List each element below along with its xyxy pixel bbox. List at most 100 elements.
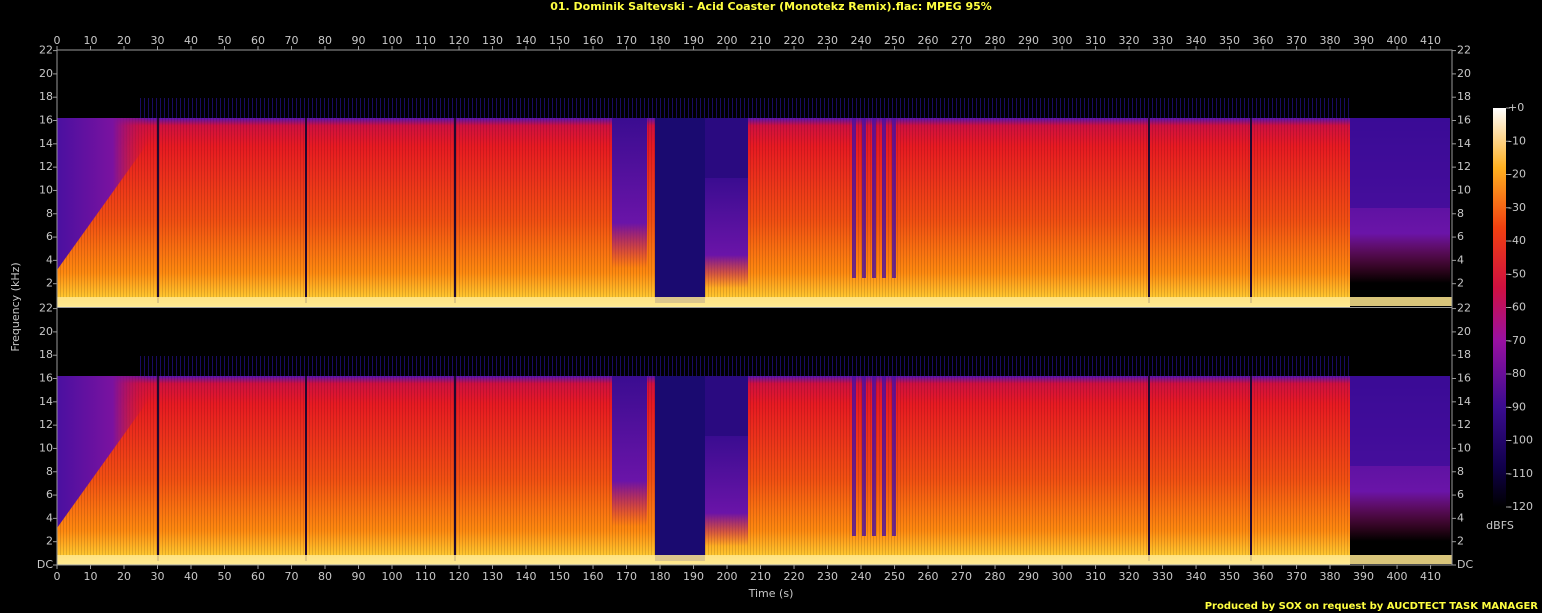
y-tick-label: 4 — [46, 253, 53, 266]
y-tick-label: 22 — [39, 302, 53, 315]
intro-fade — [57, 376, 150, 528]
x-tick-label: 310 — [1085, 570, 1106, 583]
colorbar-tick-label: -30 — [1508, 201, 1526, 214]
colorbar-tick-label: -10 — [1508, 134, 1526, 147]
x-tick-label: 190 — [683, 34, 704, 47]
y-axis-label: Frequency (kHz) — [9, 262, 22, 351]
hf-spikes — [140, 98, 1350, 120]
spectrogram — [57, 50, 1452, 565]
x-tick-label: 130 — [482, 570, 503, 583]
y-tick-label: 2 — [46, 535, 53, 548]
outro-dark — [1350, 118, 1450, 208]
x-tick-label: 180 — [650, 34, 671, 47]
x-tick-label: 310 — [1085, 34, 1106, 47]
x-tick-label: 370 — [1286, 34, 1307, 47]
y-tick-label: 12 — [39, 160, 53, 173]
x-tick-label: 340 — [1186, 34, 1207, 47]
cut-line — [305, 376, 307, 561]
y-tick-label: 22 — [1457, 302, 1471, 315]
break-mid2 — [705, 436, 748, 546]
x-tick-label: 30 — [151, 570, 165, 583]
channel-spectrogram — [57, 308, 1452, 565]
y-tick-label: 12 — [39, 418, 53, 431]
x-tick-label: 50 — [218, 34, 232, 47]
black-top — [57, 308, 1452, 356]
colorbar-label: dBFS — [1486, 519, 1514, 532]
y-tick-label: 10 — [1457, 183, 1471, 196]
y-tick-label: 2 — [1457, 277, 1464, 290]
x-tick-label: 220 — [784, 34, 805, 47]
x-tick-label: 10 — [84, 570, 98, 583]
x-tick-label: 150 — [549, 34, 570, 47]
y-tick-label: 20 — [1457, 325, 1471, 338]
x-tick-label: 370 — [1286, 570, 1307, 583]
y-tick-label: 6 — [46, 488, 53, 501]
x-tick-label: 400 — [1387, 34, 1408, 47]
x-tick-label: 190 — [683, 570, 704, 583]
break-low — [612, 376, 647, 526]
y-tick-label: 8 — [1457, 207, 1464, 220]
x-tick-label: 230 — [817, 570, 838, 583]
x-tick-label: 20 — [117, 570, 131, 583]
low-band — [57, 555, 1452, 564]
break-mid2 — [705, 178, 748, 288]
cut-line — [305, 118, 307, 303]
gap-stripe — [852, 118, 856, 278]
y-tick-label: 6 — [46, 230, 53, 243]
x-tick-label: 200 — [717, 570, 738, 583]
y-tick-label: 20 — [39, 325, 53, 338]
break-mid — [705, 118, 748, 178]
x-tick-label: 330 — [1152, 34, 1173, 47]
y-tick-label: 8 — [1457, 465, 1464, 478]
x-tick-label: 410 — [1420, 570, 1441, 583]
x-tick-label: 320 — [1119, 570, 1140, 583]
y-tick-label: 8 — [46, 465, 53, 478]
y-tick-label: 22 — [1457, 44, 1471, 57]
x-tick-label: 300 — [1052, 34, 1073, 47]
x-tick-label: 380 — [1320, 570, 1341, 583]
x-tick-label: 110 — [415, 34, 436, 47]
x-tick-label: 100 — [382, 34, 403, 47]
y-tick-label: 6 — [1457, 230, 1464, 243]
x-tick-label: 150 — [549, 570, 570, 583]
colorbar-tick-label: -90 — [1508, 400, 1526, 413]
x-tick-label: 400 — [1387, 570, 1408, 583]
black-top — [57, 50, 1452, 98]
colorbar-tick-label: -50 — [1508, 267, 1526, 280]
colorbar — [1493, 108, 1506, 507]
y-tick-label: 8 — [46, 207, 53, 220]
y-tick-label: 2 — [1457, 535, 1464, 548]
x-tick-label: 220 — [784, 570, 805, 583]
x-tick-label: 280 — [985, 34, 1006, 47]
x-tick-label: 210 — [750, 34, 771, 47]
x-tick-label: 10 — [84, 34, 98, 47]
x-tick-label: 110 — [415, 570, 436, 583]
y-tick-label: 18 — [1457, 348, 1471, 361]
y-tick-label: 12 — [1457, 160, 1471, 173]
x-tick-label: 260 — [918, 570, 939, 583]
x-tick-label: 80 — [318, 570, 332, 583]
cut-line — [1148, 118, 1150, 303]
x-tick-label: 140 — [516, 34, 537, 47]
x-tick-label: 60 — [251, 34, 265, 47]
cut-line — [454, 376, 456, 561]
x-tick-label: 340 — [1186, 570, 1207, 583]
x-tick-label: 100 — [382, 570, 403, 583]
colorbar-tick-label: -60 — [1508, 301, 1526, 314]
x-tick-label: 160 — [583, 570, 604, 583]
footer: Produced by SOX on request by AUCDTECT T… — [1205, 601, 1539, 612]
x-tick-label: 210 — [750, 570, 771, 583]
y-tick-label: 14 — [1457, 395, 1471, 408]
x-tick-label: 280 — [985, 570, 1006, 583]
x-tick-label: 320 — [1119, 34, 1140, 47]
x-tick-label: 0 — [54, 570, 61, 583]
cut-line — [1148, 376, 1150, 561]
x-tick-label: 90 — [352, 570, 366, 583]
x-axis-label: Time (s) — [748, 587, 794, 600]
y-tick-label: 18 — [1457, 90, 1471, 103]
y-tick-label: 10 — [39, 441, 53, 454]
low-band — [57, 297, 1452, 306]
x-tick-label: 300 — [1052, 570, 1073, 583]
